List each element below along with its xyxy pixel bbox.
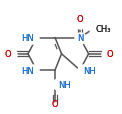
Text: CH₃: CH₃ <box>95 25 111 34</box>
Text: O: O <box>77 15 83 24</box>
Text: HN: HN <box>21 66 33 75</box>
Text: O: O <box>77 15 83 24</box>
Text: O: O <box>4 50 11 59</box>
Text: O: O <box>107 50 114 59</box>
Text: N: N <box>77 34 83 43</box>
Text: O: O <box>4 50 11 59</box>
Text: NH: NH <box>83 66 96 75</box>
Text: O: O <box>52 99 58 108</box>
Text: NH: NH <box>58 80 71 89</box>
Text: HN: HN <box>21 66 33 75</box>
Text: NH: NH <box>83 66 96 75</box>
Text: CH₃: CH₃ <box>95 25 111 34</box>
Text: N: N <box>77 34 83 43</box>
Text: NH: NH <box>58 80 71 89</box>
Text: O: O <box>52 99 58 108</box>
Text: HN: HN <box>21 34 33 43</box>
Text: HN: HN <box>21 34 33 43</box>
Text: O: O <box>107 50 114 59</box>
